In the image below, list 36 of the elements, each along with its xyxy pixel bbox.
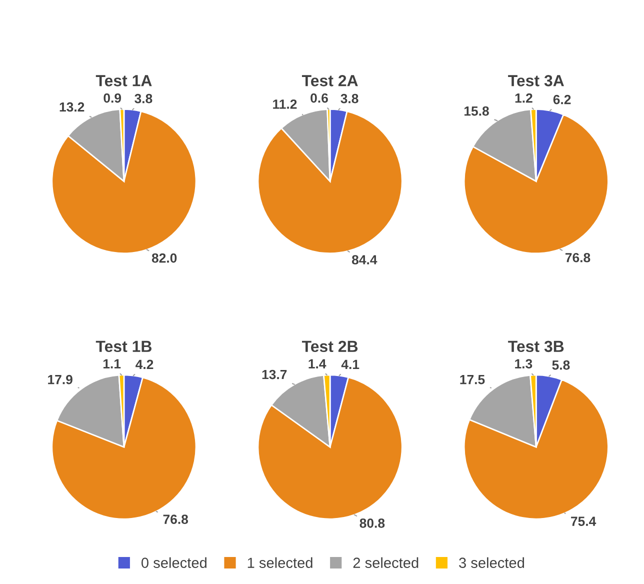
data-label: 13.2 — [60, 102, 84, 112]
data-label: 13.7 — [262, 370, 287, 380]
data-label: 1.1 — [103, 359, 121, 368]
data-label: 1.3 — [515, 359, 532, 368]
data-label: 6.2 — [553, 94, 571, 104]
chart-title: Test 2A — [302, 75, 358, 86]
data-label: 76.8 — [565, 252, 590, 262]
chart-title: Test 1A — [96, 75, 152, 86]
data-label: 1.2 — [515, 93, 532, 103]
data-label: 5.8 — [552, 360, 570, 370]
chart-title: Test 3B — [508, 340, 564, 352]
data-label: 3.8 — [340, 94, 358, 104]
data-label: 17.5 — [460, 375, 485, 384]
pie-slice — [257, 110, 403, 254]
chart-title: Test 1B — [96, 340, 152, 352]
data-label: 76.8 — [163, 514, 188, 524]
data-label: 75.4 — [571, 516, 596, 526]
legend-label: 1 selected — [248, 557, 312, 568]
data-label: 4.2 — [136, 360, 154, 369]
data-label: 15.8 — [464, 106, 489, 116]
data-label: 0.9 — [104, 93, 122, 103]
data-label: 82.0 — [152, 253, 177, 263]
data-label: 4.1 — [341, 360, 360, 369]
chart-title: Test 2B — [302, 340, 358, 352]
data-label: 84.4 — [352, 255, 378, 264]
data-label: 80.8 — [360, 518, 385, 528]
data-label: 11.2 — [273, 99, 297, 109]
legend-label: 3 selected — [459, 557, 524, 568]
chart-title: Test 3A — [508, 75, 564, 86]
data-label: 3.8 — [134, 94, 152, 104]
legend-label: 0 selected — [141, 557, 206, 568]
data-label: 1.4 — [308, 359, 326, 368]
data-label: 17.9 — [48, 374, 72, 384]
data-label: 0.6 — [310, 93, 328, 103]
legend-label: 2 selected — [353, 557, 418, 568]
pie-slice — [51, 110, 197, 254]
